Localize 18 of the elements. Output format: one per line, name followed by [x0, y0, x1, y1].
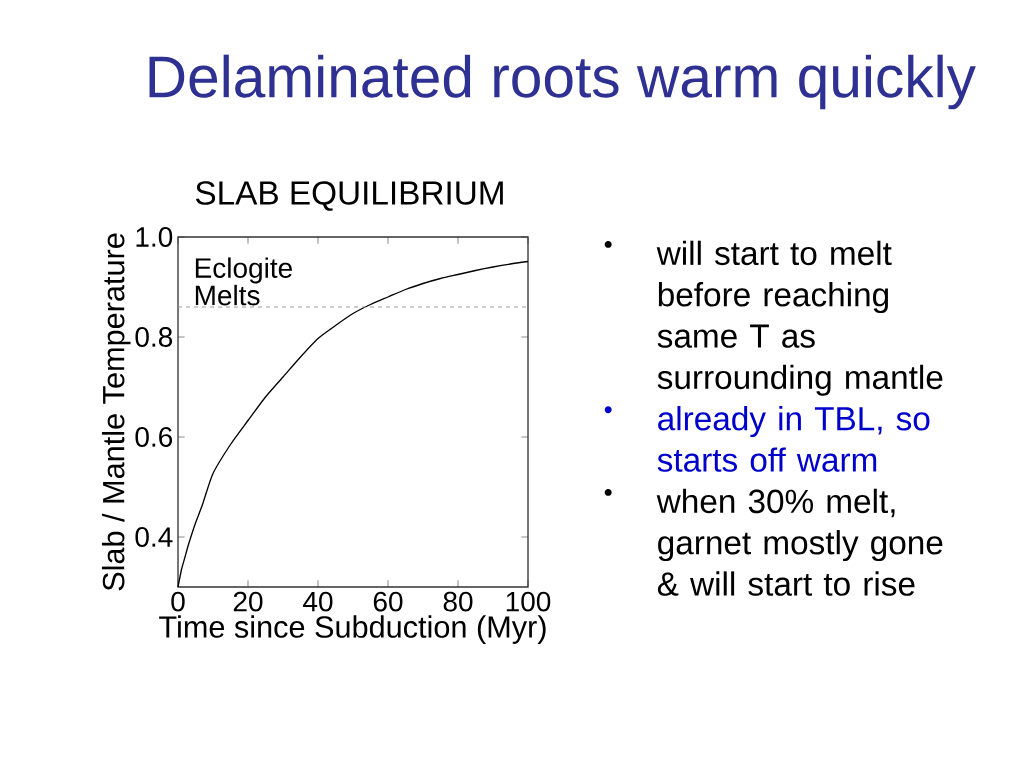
chart-title: Delaminated roots warm quickly	[149, 54, 976, 110]
x-tick-label: 0	[171, 591, 185, 612]
y-tick-label: 1.0	[136, 227, 173, 247]
text: already in TBL, so starts off warm	[657, 406, 930, 472]
y-tick-label: 0.6	[135, 427, 173, 447]
ref-line-label: Eclogite Melts	[195, 257, 292, 306]
y-axis-title: Slab / Mantle Temperature	[101, 233, 131, 591]
y-tick-label: 0.4	[135, 527, 173, 547]
x-tick-label: 100	[506, 591, 551, 612]
chart-subtitle: SLAB EQUILIBRIUM	[195, 181, 503, 211]
text: will start to melt before reaching same T as surrounding mantle	[656, 240, 943, 396]
x-tick-label: 40	[303, 591, 333, 612]
x-axis-title: Time since Subduction (Myr)	[159, 615, 546, 644]
x-tick-label: 80	[443, 591, 473, 612]
y-tick-label: 0.8	[135, 327, 173, 347]
text: when 30% melt, garnet mostly gone & will start to rise	[656, 488, 943, 596]
x-tick-label: 60	[373, 591, 403, 612]
x-tick-label: 20	[233, 591, 263, 612]
